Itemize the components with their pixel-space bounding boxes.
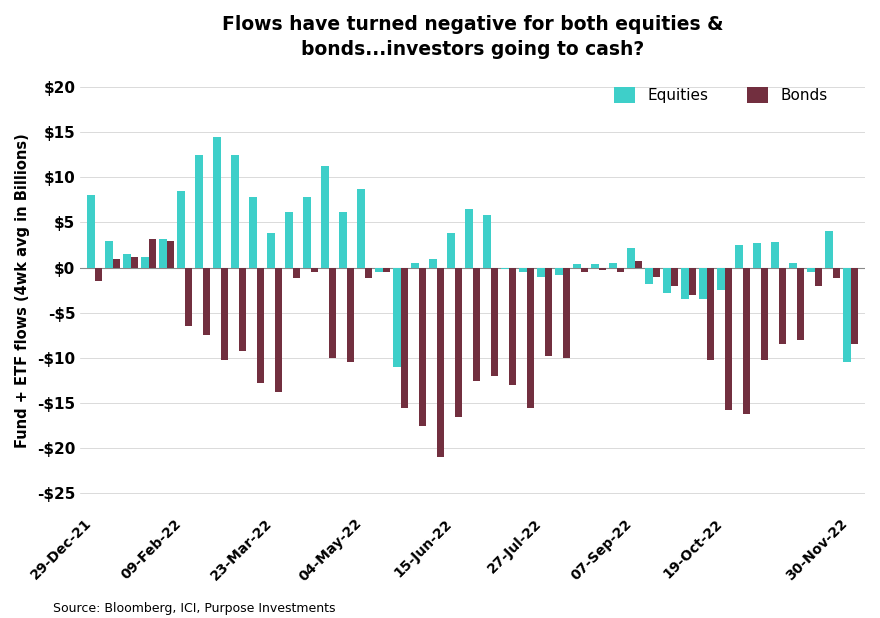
Bar — [537, 268, 545, 277]
Bar — [447, 234, 455, 268]
Bar — [393, 268, 400, 367]
Bar — [663, 268, 671, 293]
Title: Flows have turned negative for both equities &
bonds...investors going to cash?: Flows have turned negative for both equi… — [222, 15, 723, 59]
Bar — [843, 268, 851, 363]
Bar — [760, 268, 768, 360]
Bar — [221, 268, 228, 360]
Bar — [339, 211, 347, 268]
Legend: Equities, Bonds: Equities, Bonds — [608, 81, 834, 109]
Bar — [555, 268, 562, 275]
Bar — [185, 268, 192, 326]
Bar — [509, 268, 517, 385]
Bar — [634, 261, 642, 268]
Bar — [519, 268, 526, 272]
Bar — [267, 234, 275, 268]
Bar — [141, 257, 149, 268]
Bar — [851, 268, 858, 344]
Bar — [231, 154, 238, 268]
Bar — [94, 268, 102, 281]
Bar — [311, 268, 319, 272]
Bar — [671, 268, 678, 286]
Bar — [735, 245, 743, 268]
Bar — [166, 240, 174, 268]
Bar — [257, 268, 264, 383]
Bar — [645, 268, 653, 284]
Bar — [627, 248, 634, 268]
Bar — [455, 268, 462, 417]
Text: Source: Bloomberg, ICI, Purpose Investments: Source: Bloomberg, ICI, Purpose Investme… — [53, 602, 335, 615]
Bar — [825, 232, 832, 268]
Bar — [815, 268, 822, 286]
Bar — [573, 264, 581, 268]
Bar — [238, 268, 246, 351]
Bar — [436, 268, 444, 457]
Bar — [591, 264, 598, 268]
Bar — [113, 258, 121, 268]
Bar — [149, 239, 156, 268]
Bar — [832, 268, 840, 279]
Bar — [796, 268, 804, 340]
Bar — [123, 254, 130, 268]
Bar — [789, 263, 796, 268]
Bar — [743, 268, 750, 414]
Bar — [717, 268, 724, 290]
Bar — [328, 268, 336, 358]
Bar — [364, 268, 372, 279]
Bar — [383, 268, 390, 272]
Bar — [202, 268, 210, 336]
Bar — [545, 268, 552, 356]
Bar — [429, 258, 436, 268]
Y-axis label: Fund + ETF flows (4wk avg in Billions): Fund + ETF flows (4wk avg in Billions) — [15, 133, 30, 447]
Bar — [724, 268, 732, 410]
Bar — [473, 268, 480, 381]
Bar — [688, 268, 696, 295]
Bar — [617, 268, 624, 272]
Bar — [681, 268, 688, 299]
Bar — [159, 239, 166, 268]
Bar — [779, 268, 786, 344]
Bar — [419, 268, 426, 426]
Bar — [275, 268, 282, 392]
Bar — [87, 195, 94, 268]
Bar — [292, 268, 300, 279]
Bar — [707, 268, 715, 360]
Bar — [105, 240, 113, 268]
Bar — [213, 137, 221, 268]
Bar — [771, 242, 779, 268]
Bar — [303, 197, 311, 268]
Bar — [285, 211, 292, 268]
Bar — [653, 268, 660, 277]
Bar — [490, 268, 498, 376]
Bar — [526, 268, 534, 408]
Bar — [357, 189, 364, 268]
Bar — [609, 263, 617, 268]
Bar — [347, 268, 354, 363]
Bar — [400, 268, 408, 408]
Bar — [465, 209, 473, 268]
Bar — [753, 243, 760, 268]
Bar — [321, 166, 328, 268]
Bar — [598, 268, 606, 270]
Bar — [581, 268, 588, 272]
Bar — [375, 268, 383, 272]
Bar — [501, 268, 509, 269]
Bar — [249, 197, 257, 268]
Bar — [411, 263, 419, 268]
Bar — [130, 257, 138, 268]
Bar — [807, 268, 815, 272]
Bar — [483, 215, 490, 268]
Bar — [699, 268, 707, 299]
Bar — [177, 191, 185, 268]
Bar — [562, 268, 570, 358]
Bar — [195, 154, 202, 268]
